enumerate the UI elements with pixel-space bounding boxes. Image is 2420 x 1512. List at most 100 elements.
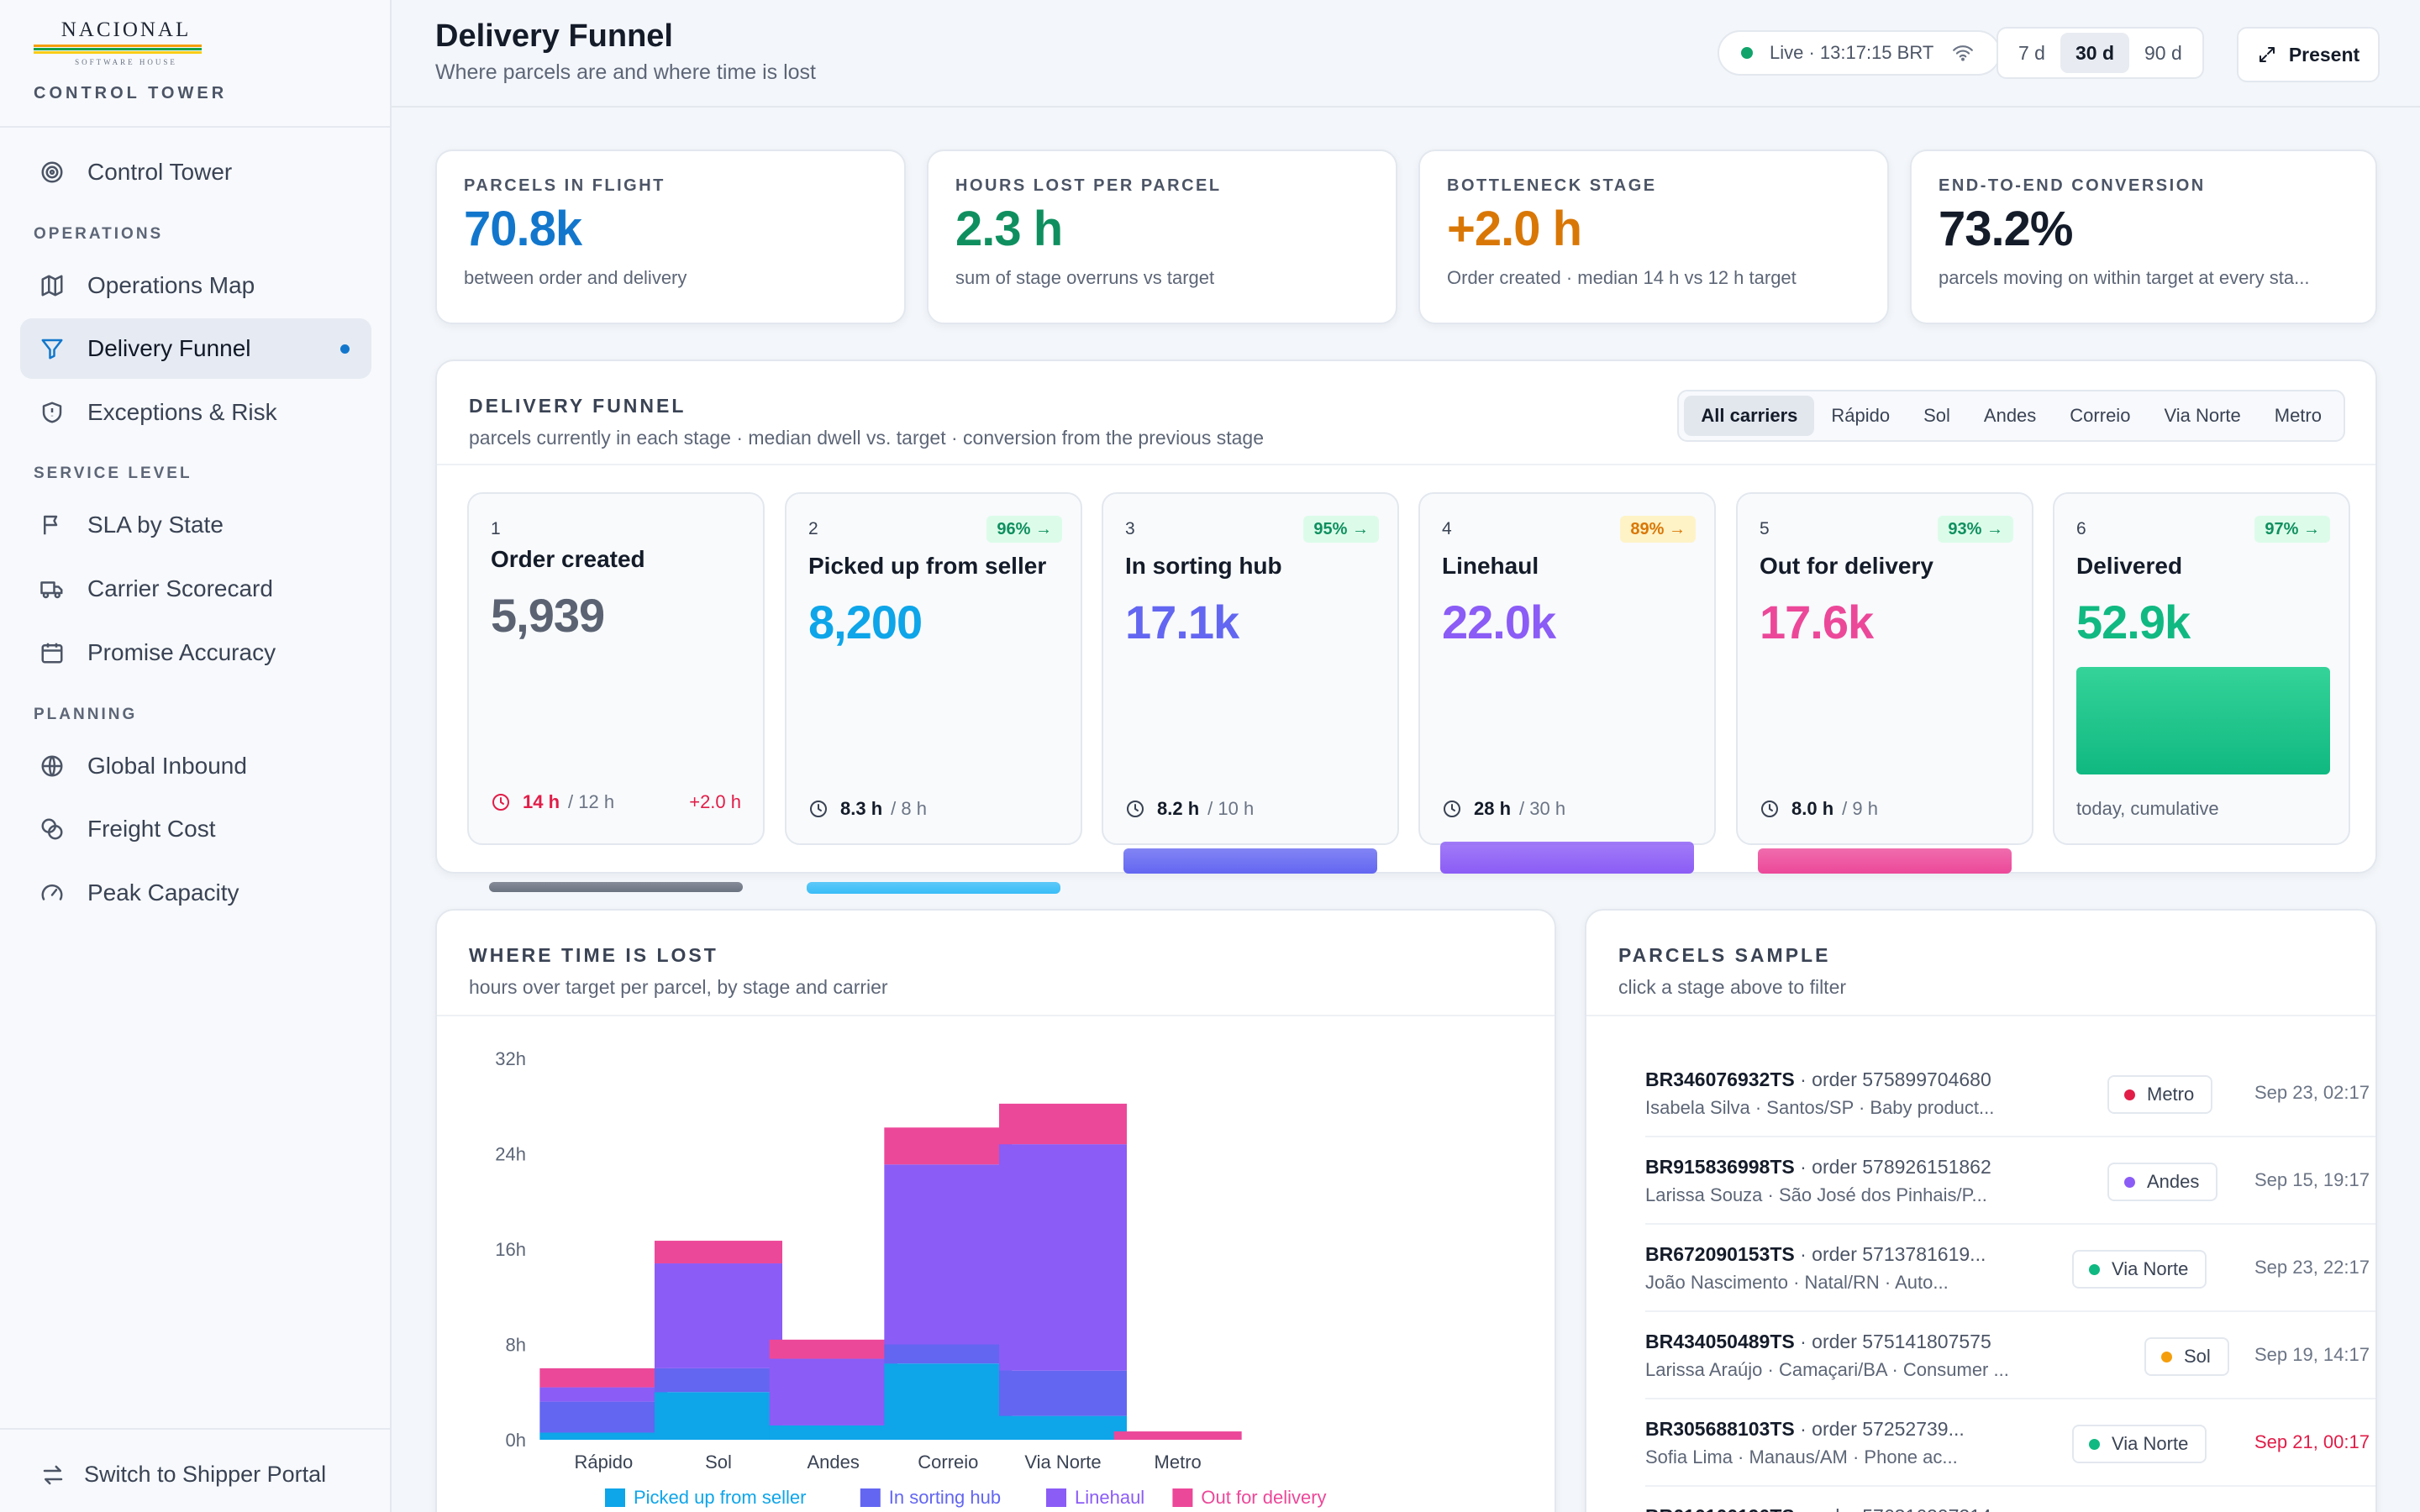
stage-dwell: 28 h / 30 h [1442, 798, 1565, 820]
x-tick-label: Andes [807, 1452, 859, 1473]
bar-segment [655, 1241, 782, 1264]
panel-divider [1586, 1015, 2375, 1016]
x-tick-label: Metro [1155, 1452, 1202, 1473]
stage-number: 3 [1125, 519, 1135, 538]
stage-name: Out for delivery [1760, 553, 1933, 579]
funnel-stage-card[interactable]: 3 95% → In sorting hub 17.1k 8.2 h / 10 h [1102, 492, 1399, 845]
carrier-dot [2161, 1351, 2172, 1362]
parcel-row[interactable]: BR434050489TS · order 575141807575 Laris… [1645, 1312, 2375, 1399]
sidebar-item-control-tower[interactable]: Control Tower [20, 142, 371, 202]
stage-number: 5 [1760, 519, 1770, 538]
clock-icon [1442, 799, 1462, 819]
panel-subtitle: click a stage above to filter [1618, 976, 1847, 998]
parcel-order: · order 576316207214 [1800, 1505, 1991, 1512]
sidebar-divider [0, 126, 390, 128]
parcel-row[interactable]: BR305688103TS · order 57252739... Sofia … [1645, 1399, 2375, 1487]
live-status-text: Live · 13:17:15 BRT [1770, 42, 1934, 63]
stage-name: In sorting hub [1125, 553, 1282, 579]
y-tick-label: 16h [495, 1239, 526, 1260]
y-tick-label: 8h [506, 1335, 526, 1356]
sidebar-item-sla-by-state[interactable]: SLA by State [20, 495, 371, 555]
sidebar-item-exceptions-risk[interactable]: Exceptions & Risk [20, 382, 371, 443]
carrier-name: Sol [2184, 1346, 2211, 1367]
bar-segment [999, 1370, 1127, 1416]
parcel-tracking-id: BR616166190TS [1645, 1505, 1795, 1512]
parcel-id-line: BR434050489TS · order 575141807575 [1645, 1331, 1991, 1353]
parcel-date: Sep 15, 19:17 [2254, 1169, 2370, 1190]
tab-all-carriers[interactable]: All carriers [1684, 396, 1815, 436]
sidebar-item-label: Delivery Funnel [87, 335, 251, 361]
clock-icon [491, 792, 511, 812]
parcel-row[interactable]: BR672090153TS · order 5713781619... João… [1645, 1225, 2375, 1312]
sidebar-item-freight-cost[interactable]: Freight Cost [20, 799, 371, 859]
range-30d-button[interactable]: 30 d [2060, 33, 2130, 73]
carrier-badge: Sol [2144, 1337, 2229, 1376]
time-range-selector: 7 d 30 d 90 d [1996, 27, 2204, 79]
range-90d-button[interactable]: 90 d [2144, 41, 2182, 64]
parcel-row[interactable]: BR346076932TS · order 575899704680 Isabe… [1645, 1050, 2375, 1137]
stage-dwell-value: 8.3 h [840, 798, 883, 819]
live-dot [1741, 47, 1753, 59]
carrier-dot [2089, 1263, 2100, 1275]
parcel-tracking-id: BR672090153TS [1645, 1243, 1795, 1265]
funnel-stage-card[interactable]: 5 93% → Out for delivery 17.6k 8.0 h / 9 h [1736, 492, 2033, 845]
legend-label: In sorting hub [889, 1487, 1001, 1508]
tab-metro[interactable]: Metro [2274, 405, 2322, 426]
legend-swatch [605, 1488, 625, 1507]
parcel-row[interactable]: BR616166190TS · order 576316207214 Rápid… [1645, 1487, 2375, 1512]
sidebar-item-global-inbound[interactable]: Global Inbound [20, 736, 371, 796]
bar-segment [539, 1368, 668, 1388]
stage-count: 22.0k [1442, 596, 1556, 648]
sidebar-item-label: Global Inbound [87, 753, 247, 779]
panel-subtitle: hours over target per parcel, by stage a… [469, 976, 888, 998]
live-status-pill: Live · 13:17:15 BRT [1718, 30, 2002, 76]
bar-segment [539, 1432, 668, 1440]
y-tick-label: 24h [495, 1144, 526, 1165]
parcel-row[interactable]: BR915836998TS · order 578926151862 Laris… [1645, 1137, 2375, 1225]
bar-segment [999, 1415, 1127, 1440]
tab-rapido[interactable]: Rápido [1831, 405, 1891, 426]
parcel-date: Sep 21, 00:17 [2254, 1431, 2370, 1452]
parcel-meta: Sofia Lima · Manaus/AM · Phone ac... [1645, 1446, 1958, 1467]
parcel-id-line: BR616166190TS · order 576316207214 [1645, 1505, 1991, 1512]
funnel-stage-card[interactable]: 1 Order created 5,939 14 h / 12 h +2.0 h [467, 492, 765, 845]
funnel-stage-card[interactable]: 2 96% → Picked up from seller 8,200 8.3 h /… [785, 492, 1082, 845]
tab-correio[interactable]: Correio [2070, 405, 2131, 426]
clock-icon [1125, 799, 1145, 819]
calendar-icon [39, 639, 66, 666]
bar-segment [769, 1339, 897, 1359]
present-button[interactable]: Present [2237, 27, 2380, 82]
bar-segment [884, 1344, 1013, 1364]
parcel-id-line: BR915836998TS · order 578926151862 [1645, 1156, 1991, 1179]
y-tick-label: 32h [495, 1048, 526, 1069]
funnel-stage-card[interactable]: 6 97% → Delivered 52.9k today, cumulative [2053, 492, 2350, 845]
tab-sol[interactable]: Sol [1923, 405, 1950, 426]
parcel-meta: Isabela Silva · Santos/SP · Baby product… [1645, 1097, 1995, 1118]
sidebar-item-carrier-scorecard[interactable]: Carrier Scorecard [20, 559, 371, 619]
kpi-label: END-TO-END CONVERSION [1939, 176, 2206, 195]
page-subtitle: Where parcels are and where time is lost [435, 60, 816, 84]
funnel-stage-card[interactable]: 4 89% → Linehaul 22.0k 28 h / 30 h [1418, 492, 1716, 845]
stage-dwell-target: / 8 h [891, 798, 927, 819]
sidebar-item-promise-accuracy[interactable]: Promise Accuracy [20, 622, 371, 683]
parcels-sample-panel: PARCELS SAMPLE click a stage above to fi… [1585, 909, 2377, 1512]
tab-andes[interactable]: Andes [1983, 405, 2037, 426]
switch-portal-link[interactable]: Switch to Shipper Portal [40, 1462, 326, 1488]
sidebar-item-delivery-funnel[interactable]: Delivery Funnel [20, 318, 371, 379]
brand-logo[interactable]: NACIONAL SOFTWARE HOUSE [34, 18, 218, 66]
stage-dwell: 8.2 h / 10 h [1125, 798, 1254, 820]
stage-dwell-value: 8.0 h [1791, 798, 1834, 819]
nav-section-service-level: SERVICE LEVEL [34, 465, 192, 482]
switch-portal-label: Switch to Shipper Portal [84, 1462, 327, 1487]
sidebar-item-operations-map[interactable]: Operations Map [20, 255, 371, 316]
stage-count: 17.1k [1125, 596, 1239, 648]
tab-via-norte[interactable]: Via Norte [2164, 405, 2241, 426]
stage-conversion-badge: 97% → [2254, 516, 2330, 543]
map-icon [39, 272, 66, 299]
sidebar-item-peak-capacity[interactable]: Peak Capacity [20, 863, 371, 923]
parcel-tracking-id: BR434050489TS [1645, 1331, 1795, 1352]
parcel-tracking-id: BR346076932TS [1645, 1068, 1795, 1090]
kpi-subtext: parcels moving on within target at every… [1939, 267, 2310, 288]
kpi-label: BOTTLENECK STAGE [1447, 176, 1657, 195]
range-7d-button[interactable]: 7 d [2018, 41, 2045, 64]
